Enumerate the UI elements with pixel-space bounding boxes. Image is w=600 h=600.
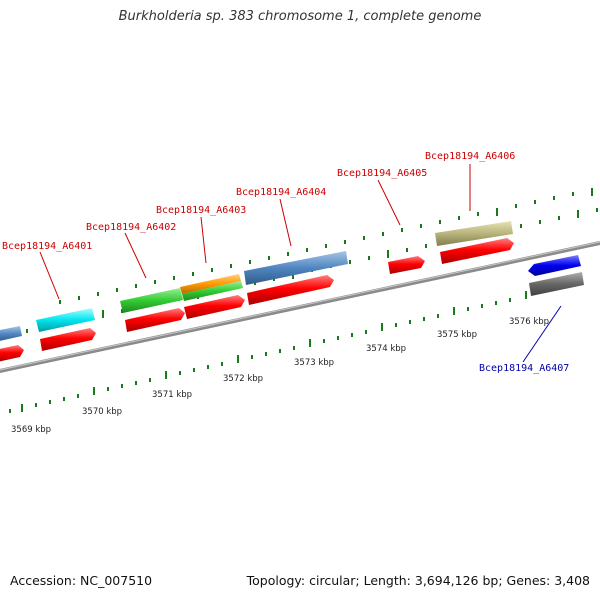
scale-label: 3576 kbp [509,317,549,327]
gene-labels: Bcep18194_A6401 Bcep18194_A6402 Bcep1819… [2,151,569,374]
gene-label[interactable]: Bcep18194_A6407 [479,363,569,374]
gene-feature-cyan[interactable] [36,308,95,332]
feature-track [0,221,513,342]
gene-label[interactable]: Bcep18194_A6406 [425,151,515,162]
gene-feature-orange[interactable] [180,274,241,294]
scale-labels: 3569 kbp 3570 kbp 3571 kbp 3572 kbp 3573… [11,317,549,435]
leader-line [39,251,60,300]
cds-feature[interactable] [247,275,334,305]
map-title: Burkholderia sp. 383 chromosome 1, compl… [118,9,482,24]
leader-line [124,232,147,279]
gene-label[interactable]: Bcep18194_A6401 [2,241,92,252]
reverse-gene-feature-blue[interactable] [528,255,581,276]
leader-line [279,198,292,247]
scale-label: 3571 kbp [152,390,192,400]
scale-label: 3570 kbp [82,407,122,417]
chromosome-backbone-highlight [0,241,600,371]
cds-feature[interactable] [0,345,24,362]
cds-feature[interactable] [40,328,96,351]
cds-feature[interactable] [184,295,245,319]
gene-label[interactable]: Bcep18194_A6404 [236,187,326,198]
leader-line [522,305,562,363]
accession-text: Accession: NC_007510 [10,573,153,588]
leader-line [377,179,401,226]
cds-feature[interactable] [125,308,185,332]
scale-label: 3569 kbp [11,425,51,435]
lower-scale-ticks [9,291,527,413]
gene-feature-khaki[interactable] [435,221,513,246]
gene-feature-green-2[interactable] [182,281,243,301]
chromosome-backbone [0,241,600,373]
gene-feature-steelblue-left[interactable] [0,326,22,342]
cds-feature[interactable] [440,238,514,264]
gene-label[interactable]: Bcep18194_A6402 [86,222,176,233]
scale-label: 3573 kbp [294,358,334,368]
cds-feature[interactable] [388,256,425,274]
scale-label: 3575 kbp [437,330,477,340]
genome-summary-text: Topology: circular; Length: 3,694,126 bp… [246,573,590,588]
leader-line [200,216,207,264]
gene-feature-steelblue[interactable] [244,251,348,285]
scale-label: 3572 kbp [223,374,263,384]
scale-label: 3574 kbp [366,344,406,354]
reverse-track [528,255,584,296]
reverse-gene-feature-gray[interactable] [529,272,584,296]
gene-feature-green[interactable] [120,288,183,313]
gene-label[interactable]: Bcep18194_A6403 [156,205,246,216]
label-leader-lines [39,164,562,363]
cds-track [0,238,514,362]
gene-label[interactable]: Bcep18194_A6405 [337,168,427,179]
